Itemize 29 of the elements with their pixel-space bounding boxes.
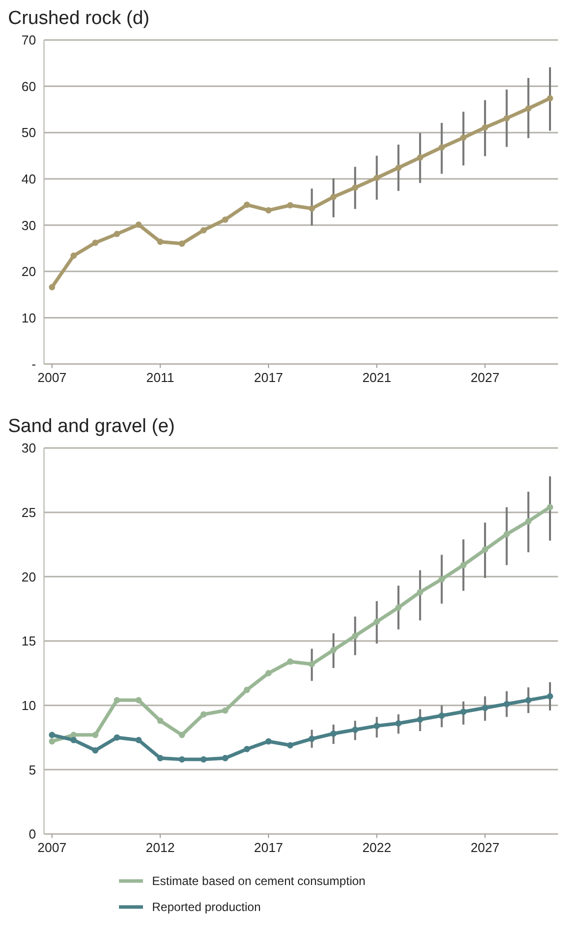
- y-tick-label: 15: [22, 634, 36, 649]
- x-tick-label: 2021: [362, 370, 392, 385]
- y-tick-label: 20: [22, 569, 36, 584]
- y-tick-label: 0: [28, 826, 36, 842]
- y-tick-label: 50: [22, 125, 36, 140]
- y-tick-label: 20: [22, 264, 36, 280]
- legend-label: Reported production: [152, 900, 261, 914]
- x-tick-label: 2027: [470, 840, 500, 855]
- x-tick-label: 2027: [470, 370, 500, 385]
- y-tick-label: 30: [22, 440, 36, 456]
- legend-label: Estimate based on cement consumption: [152, 874, 366, 888]
- x-tick-label: 2012: [146, 840, 175, 855]
- x-tick-label: 2007: [38, 370, 66, 385]
- y-tick-label: 30: [22, 218, 36, 233]
- x-tick-label: 2017: [254, 370, 283, 385]
- y-tick-label: 70: [22, 32, 36, 48]
- x-tick-label: 2022: [362, 840, 392, 855]
- y-tick-label: -: [32, 356, 36, 372]
- x-tick-label: 2011: [146, 370, 174, 385]
- y-tick-label: 60: [22, 78, 36, 94]
- x-tick-label: 2007: [38, 840, 66, 855]
- y-tick-label: 25: [22, 504, 36, 520]
- y-tick-label: 10: [22, 310, 36, 326]
- y-tick-label: 10: [22, 698, 36, 713]
- y-tick-label: 5: [28, 762, 36, 778]
- chart-title: Crushed rock (d): [8, 8, 150, 30]
- x-tick-label: 2017: [254, 840, 283, 855]
- y-tick-label: 40: [22, 171, 36, 186]
- chart-title: Sand and gravel (e): [8, 416, 176, 438]
